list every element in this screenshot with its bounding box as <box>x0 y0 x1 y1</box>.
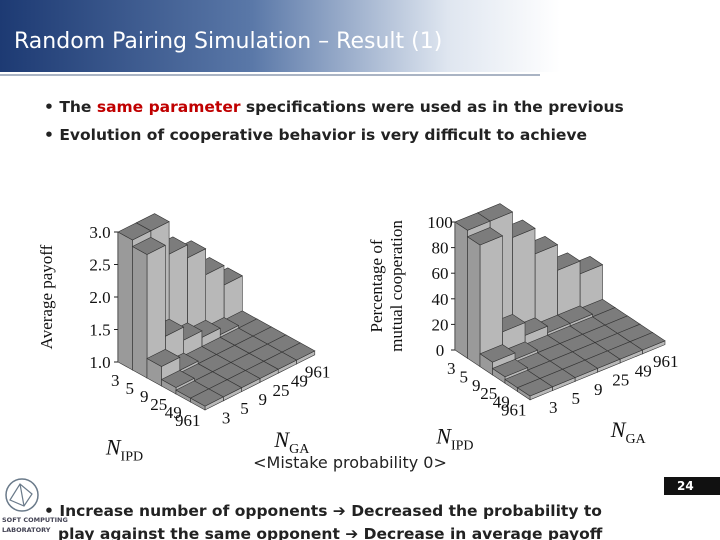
logo-mark <box>9 483 33 507</box>
z-tick-label: 1.5 <box>89 321 110 340</box>
y-tick-label: 25 <box>273 381 290 400</box>
z-tick-label: 0 <box>436 341 445 360</box>
axis-label: NGA <box>273 427 310 457</box>
figure-3d-bar: 100 80 60 40 20 0 Percentage of mutual cooperat… <box>367 203 679 453</box>
bar <box>516 378 554 401</box>
bar-top <box>117 222 152 241</box>
bar-top <box>160 369 195 388</box>
y-tick-label: 3 <box>549 398 558 417</box>
x-tick-label: 9 <box>472 376 481 395</box>
x-tick-label: 9 <box>140 387 149 406</box>
logo-text: LABORATORY <box>2 526 51 534</box>
bullet-highlight: same parameter <box>97 98 241 116</box>
z-axis-label: mutual cooperation <box>387 220 406 352</box>
z-tick-label: 60 <box>432 264 449 283</box>
z-tick-label: 40 <box>432 290 449 309</box>
axis-subscript: GA <box>289 442 310 457</box>
bar-side <box>132 245 148 379</box>
bullet-text: The <box>59 98 97 116</box>
axis-label: NIPD <box>105 434 143 464</box>
bar-top <box>189 388 224 407</box>
bar-top <box>479 344 516 363</box>
axis-symbol: N <box>273 427 290 452</box>
x-tick-label: 25 <box>150 395 167 414</box>
x-tick-label: 25 <box>480 384 497 403</box>
axis-symbol: N <box>105 434 122 459</box>
bar-side <box>467 236 481 368</box>
y-tick-label: 49 <box>635 361 652 380</box>
x-tick-label: 49 <box>165 403 182 422</box>
page-number-box <box>664 477 720 495</box>
logo-ring <box>5 478 39 512</box>
y-tick-label: 5 <box>240 399 249 418</box>
figure-caption: <Mistake probability 0> <box>253 453 447 472</box>
z-axis-label: Average payoff <box>37 244 56 349</box>
bar <box>131 236 166 379</box>
y-tick-label: 5 <box>572 389 581 408</box>
axis-label: NIPD <box>435 423 473 453</box>
y-tick-label: 3 <box>222 408 231 427</box>
z-tick-label: 1.0 <box>89 353 110 372</box>
bullet: • Evolution of cooperative behavior is v… <box>44 126 587 144</box>
bullet-text: specifications were used as in the previ… <box>240 98 623 116</box>
x-tick-label: 3 <box>447 359 456 378</box>
z-tick-label: 100 <box>427 213 453 232</box>
x-tick-label: 3 <box>111 371 120 390</box>
axis-subscript: IPD <box>451 438 474 453</box>
axis-label: NGA <box>610 417 647 447</box>
x-tick-label: 961 <box>501 401 527 420</box>
y-tick-label: 961 <box>653 352 679 371</box>
x-tick-label: 5 <box>460 367 469 386</box>
bullet-text: Increase number of opponents ➔ Decreased… <box>59 502 602 520</box>
axis-subscript: IPD <box>121 449 144 464</box>
y-tick-label: 9 <box>259 390 268 409</box>
x-tick-label: 961 <box>175 411 201 430</box>
x-tick-label: 49 <box>493 392 510 411</box>
z-tick-label: 20 <box>432 315 449 334</box>
axis-symbol: N <box>610 417 627 442</box>
z-tick-label: 2.5 <box>89 256 110 275</box>
logo-text: SOFT COMPUTING <box>2 516 68 524</box>
bar-top <box>146 348 181 367</box>
title-bar <box>0 0 560 72</box>
footer-bullet: • Increase number of opponents ➔ Decreas… <box>44 502 602 520</box>
bar-top <box>454 212 491 231</box>
bullet-text: Evolution of cooperative behavior is ver… <box>59 126 587 144</box>
bar-side <box>117 231 133 371</box>
bar <box>189 388 224 411</box>
x-tick-label: 5 <box>126 379 135 398</box>
axis-subscript: GA <box>625 432 646 447</box>
bar-top <box>131 236 166 255</box>
slide-title: Random Pairing Simulation – Result (1) <box>14 29 442 54</box>
page-number: 24 <box>677 479 694 493</box>
z-tick-label: 2.0 <box>89 288 110 307</box>
bar <box>466 227 504 368</box>
footer-bullet: play against the same opponent ➔ Decreas… <box>58 525 603 540</box>
logo: SOFT COMPUTING LABORATORY <box>2 478 68 534</box>
bullet: • The same parameter specifications were… <box>44 98 624 116</box>
bar-top <box>491 358 529 378</box>
z-tick-label: 3.0 <box>89 223 110 242</box>
y-tick-label: 9 <box>594 380 603 399</box>
bar-top <box>516 378 554 397</box>
y-tick-label: 25 <box>612 371 629 390</box>
z-tick-label: 80 <box>432 239 449 258</box>
y-tick-label: 49 <box>291 372 308 391</box>
z-axis-label: Percentage of <box>367 239 386 332</box>
bar-side <box>454 221 468 359</box>
bar-top <box>466 227 504 246</box>
y-tick-label: 961 <box>305 362 331 381</box>
axis-symbol: N <box>435 423 452 448</box>
